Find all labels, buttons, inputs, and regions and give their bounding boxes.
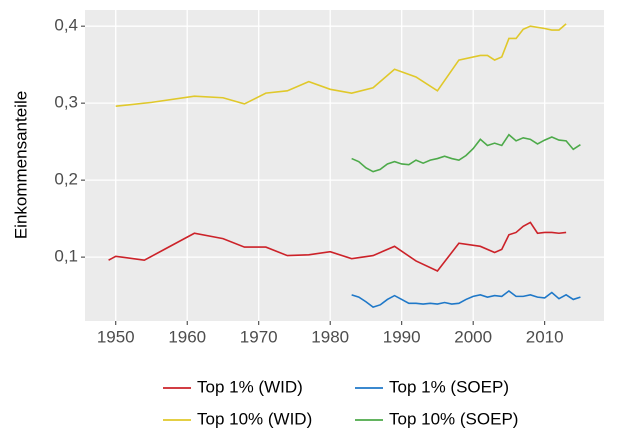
x-tick-label: 1970 <box>240 327 278 346</box>
y-tick-label: 0,3 <box>54 93 78 112</box>
legend-label: Top 1% (SOEP) <box>389 377 509 396</box>
y-tick-label: 0,1 <box>54 247 78 266</box>
series-line <box>108 221 567 272</box>
series-line <box>351 133 581 173</box>
x-tick-label: 1990 <box>383 327 421 346</box>
series-line <box>115 23 567 108</box>
x-tick-label: 2010 <box>526 327 564 346</box>
y-tick-label: 0,4 <box>54 16 78 35</box>
series-line <box>351 289 581 309</box>
panel <box>85 10 604 321</box>
x-tick-label: 1980 <box>311 327 349 346</box>
y-tick-label: 0,2 <box>54 170 78 189</box>
x-tick-label: 1960 <box>168 327 206 346</box>
legend-label: Top 10% (SOEP) <box>389 409 518 428</box>
legend-label: Top 1% (WID) <box>197 377 303 396</box>
x-tick-label: 2000 <box>454 327 492 346</box>
legend-label: Top 10% (WID) <box>197 409 312 428</box>
y-axis-label: Einkommensanteile <box>11 91 30 239</box>
x-tick-label: 1950 <box>97 327 135 346</box>
